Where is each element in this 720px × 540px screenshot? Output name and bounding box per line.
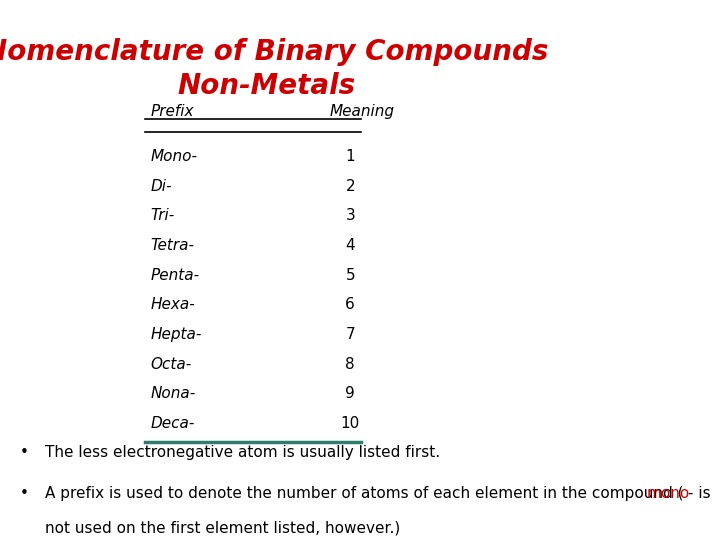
Text: 4: 4: [346, 238, 355, 253]
Text: Octa-: Octa-: [150, 357, 192, 372]
Text: •: •: [19, 445, 29, 460]
Text: 8: 8: [346, 357, 355, 372]
Text: 9: 9: [346, 387, 355, 401]
Text: •: •: [19, 485, 29, 501]
Text: - is: - is: [688, 485, 711, 501]
Text: The less electronegative atom is usually listed first.: The less electronegative atom is usually…: [45, 445, 441, 460]
Text: not used on the first element listed, however.): not used on the first element listed, ho…: [45, 521, 400, 536]
Text: 7: 7: [346, 327, 355, 342]
Text: mono: mono: [647, 485, 690, 501]
Text: Hepta-: Hepta-: [150, 327, 202, 342]
Text: Tetra-: Tetra-: [150, 238, 194, 253]
Text: Mono-: Mono-: [150, 149, 197, 164]
Text: 5: 5: [346, 268, 355, 282]
Text: Nona-: Nona-: [150, 387, 196, 401]
Text: Di-: Di-: [150, 179, 172, 194]
Text: Hexa-: Hexa-: [150, 298, 195, 312]
Text: Meaning: Meaning: [329, 104, 394, 119]
Text: Penta-: Penta-: [150, 268, 199, 282]
Text: 3: 3: [346, 208, 355, 224]
Text: 10: 10: [341, 416, 360, 431]
Text: Tri-: Tri-: [150, 208, 175, 224]
Text: Nomenclature of Binary Compounds
Non-Metals: Nomenclature of Binary Compounds Non-Met…: [0, 38, 548, 100]
Text: 2: 2: [346, 179, 355, 194]
Text: Deca-: Deca-: [150, 416, 195, 431]
Text: Prefix: Prefix: [150, 104, 194, 119]
Text: A prefix is used to denote the number of atoms of each element in the compound (: A prefix is used to denote the number of…: [45, 485, 684, 501]
Text: 6: 6: [346, 298, 355, 312]
Text: 1: 1: [346, 149, 355, 164]
